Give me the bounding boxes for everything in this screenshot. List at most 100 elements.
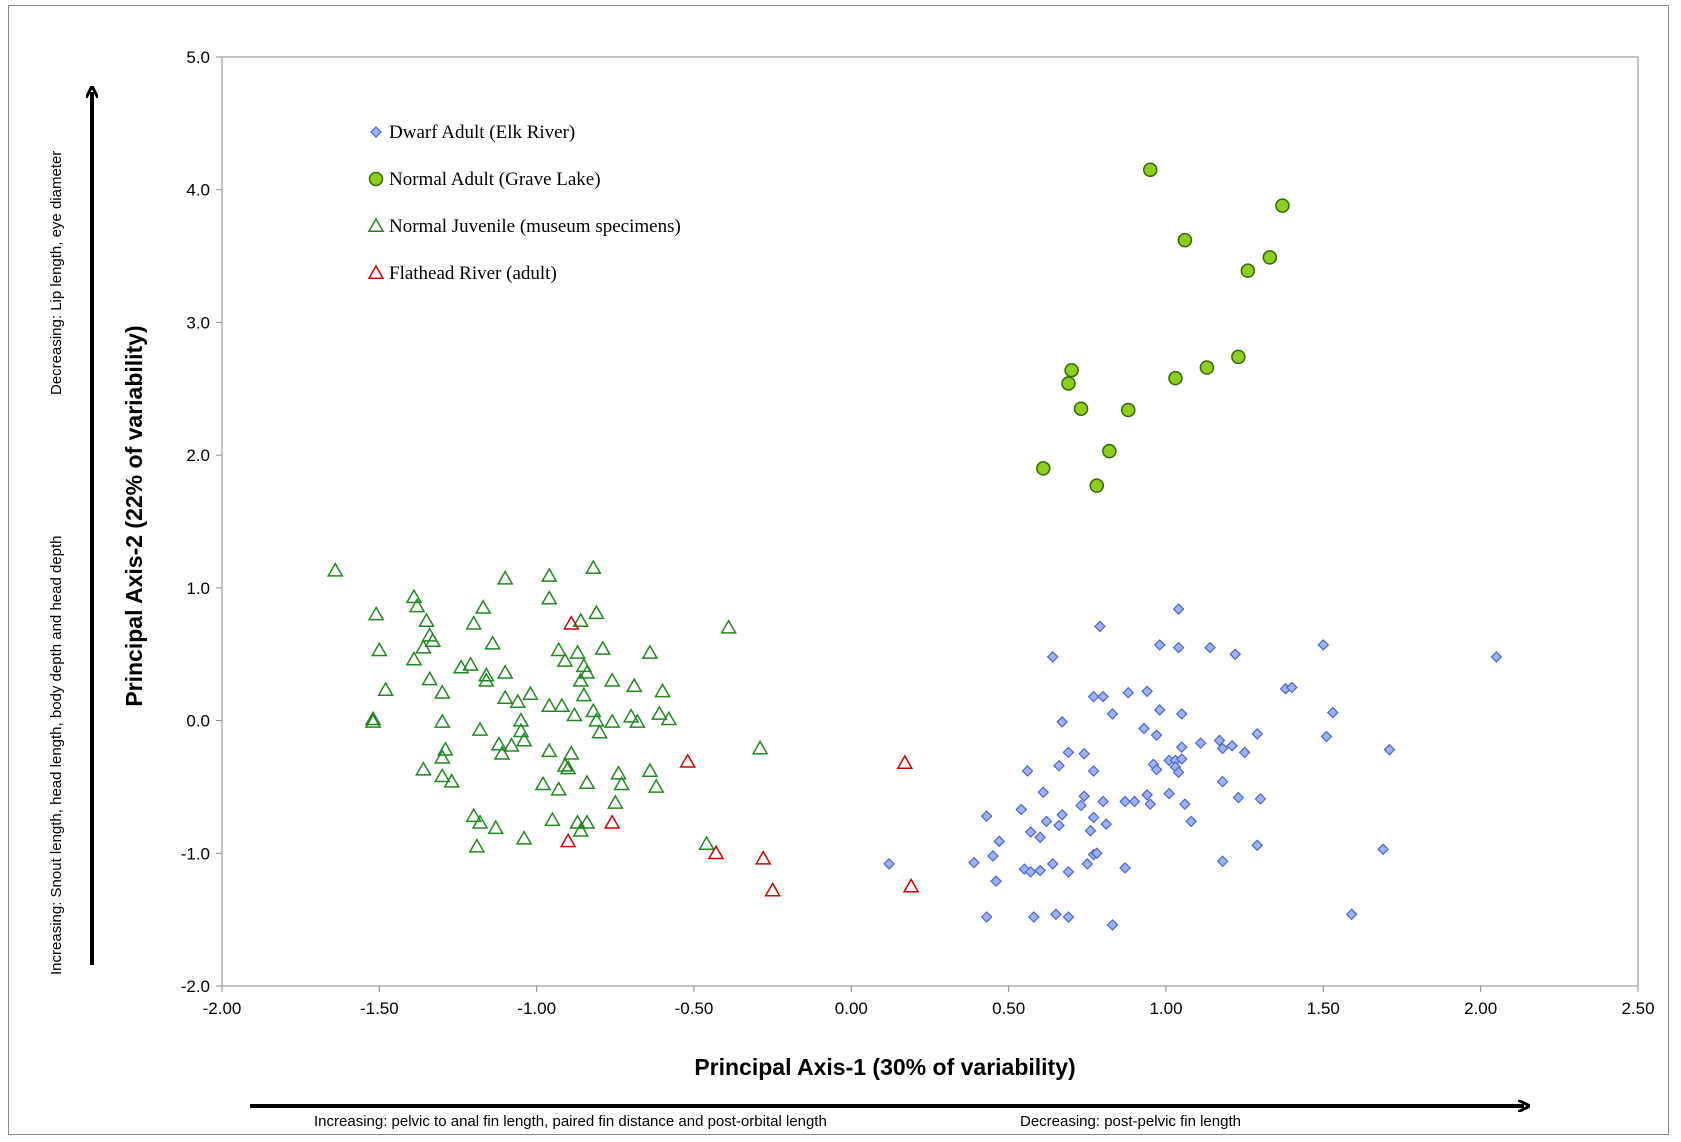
data-point xyxy=(1021,765,1034,777)
data-point xyxy=(452,658,470,674)
data-point xyxy=(1172,766,1185,779)
y-tick-labels: -2.0 -1.0 0.0 1.0 2.0 3.0 4.0 5.0 xyxy=(181,48,222,996)
data-point xyxy=(569,644,586,659)
x-tick-label: 2.00 xyxy=(1464,999,1497,1018)
data-point xyxy=(484,635,501,650)
data-point xyxy=(613,775,630,791)
data-point xyxy=(1326,706,1339,719)
data-point xyxy=(408,597,426,613)
data-point xyxy=(1097,795,1109,808)
data-point xyxy=(607,794,624,809)
data-point xyxy=(1062,746,1075,759)
data-point xyxy=(443,773,460,788)
data-point xyxy=(478,666,495,682)
data-point xyxy=(588,712,605,727)
data-point xyxy=(1383,743,1396,756)
data-point xyxy=(588,604,605,620)
data-point xyxy=(698,835,715,850)
data-point xyxy=(1087,690,1100,703)
data-point xyxy=(1087,765,1100,777)
data-point xyxy=(1084,824,1097,837)
data-point xyxy=(660,710,678,726)
data-point xyxy=(465,807,483,823)
data-point xyxy=(1216,742,1229,755)
data-point xyxy=(515,830,533,845)
data-point xyxy=(1286,681,1298,694)
y-annotation-low: Increasing: Snout length, head length, b… xyxy=(48,535,65,975)
series-2 xyxy=(326,559,769,853)
data-point xyxy=(556,652,574,667)
data-point xyxy=(1175,708,1188,720)
data-point xyxy=(578,814,596,829)
data-point xyxy=(572,672,590,687)
plot-area xyxy=(221,56,1639,987)
data-point xyxy=(433,749,451,764)
data-point xyxy=(540,742,558,758)
data-point xyxy=(1075,799,1087,812)
data-point xyxy=(622,708,640,723)
x-tick-label: -2.00 xyxy=(203,999,242,1018)
data-point xyxy=(471,814,489,829)
data-point xyxy=(993,835,1006,848)
data-point xyxy=(1050,908,1062,921)
data-point xyxy=(1275,198,1290,213)
data-point xyxy=(1024,826,1037,838)
data-point xyxy=(625,677,643,693)
legend-label: Dwarf Adult (Elk River) xyxy=(389,122,575,143)
x-annotation-left: Increasing: pelvic to anal fin length, p… xyxy=(314,1113,827,1130)
data-point xyxy=(1232,791,1245,804)
data-point xyxy=(1172,641,1185,654)
data-point xyxy=(641,762,659,778)
data-point xyxy=(641,644,659,659)
x-tick-label: -1.00 xyxy=(517,999,556,1018)
data-point xyxy=(1262,250,1278,265)
data-point xyxy=(550,781,567,796)
data-point xyxy=(1034,831,1046,844)
data-point xyxy=(1046,651,1059,663)
data-point xyxy=(540,697,558,712)
data-point xyxy=(496,664,514,679)
data-point xyxy=(679,753,696,768)
data-point xyxy=(1040,815,1053,828)
data-point xyxy=(421,670,438,686)
data-point xyxy=(512,722,530,738)
data-point xyxy=(603,672,621,687)
data-point xyxy=(647,778,665,793)
data-point xyxy=(364,710,382,726)
x-tick-label: -0.50 xyxy=(675,999,714,1018)
y-annotation-high: Decreasing: Lip length, eye diameter xyxy=(48,151,65,395)
data-point xyxy=(556,757,574,772)
data-point xyxy=(578,774,596,789)
data-point xyxy=(550,641,567,657)
data-point xyxy=(1254,793,1267,805)
x-tick-label: 0.50 xyxy=(992,999,1025,1018)
data-point xyxy=(1150,763,1163,776)
data-points xyxy=(326,162,1503,931)
data-point xyxy=(594,640,612,655)
data-point xyxy=(572,822,590,837)
y-tick-label: -1.0 xyxy=(181,844,210,863)
data-point xyxy=(1226,739,1238,752)
data-point xyxy=(1053,819,1065,832)
data-point xyxy=(553,697,571,712)
series-3 xyxy=(559,615,920,897)
y-axis-title: Principal Axis-2 (22% of variability) xyxy=(121,325,147,706)
data-point xyxy=(754,850,772,865)
data-point xyxy=(1175,753,1188,765)
legend-marker xyxy=(367,264,385,279)
data-point xyxy=(465,615,483,630)
data-point xyxy=(1138,722,1150,735)
data-point xyxy=(1153,704,1166,716)
x-tick-labels: -2.00 -1.50 -1.00 -0.50 0.00 0.50 1.00 1.50 2.00… xyxy=(203,986,1655,1018)
data-point xyxy=(405,651,423,666)
y-tick-label: 5.0 xyxy=(186,48,210,67)
legend-label: Normal Juvenile (museum specimens) xyxy=(389,216,681,237)
data-point xyxy=(1204,641,1216,654)
data-point xyxy=(610,765,627,780)
y-tick-label: 4.0 xyxy=(186,181,210,200)
data-point xyxy=(522,685,539,701)
data-point xyxy=(433,713,451,728)
series-1 xyxy=(1036,162,1290,493)
x-tick-label: 2.50 xyxy=(1621,999,1654,1018)
